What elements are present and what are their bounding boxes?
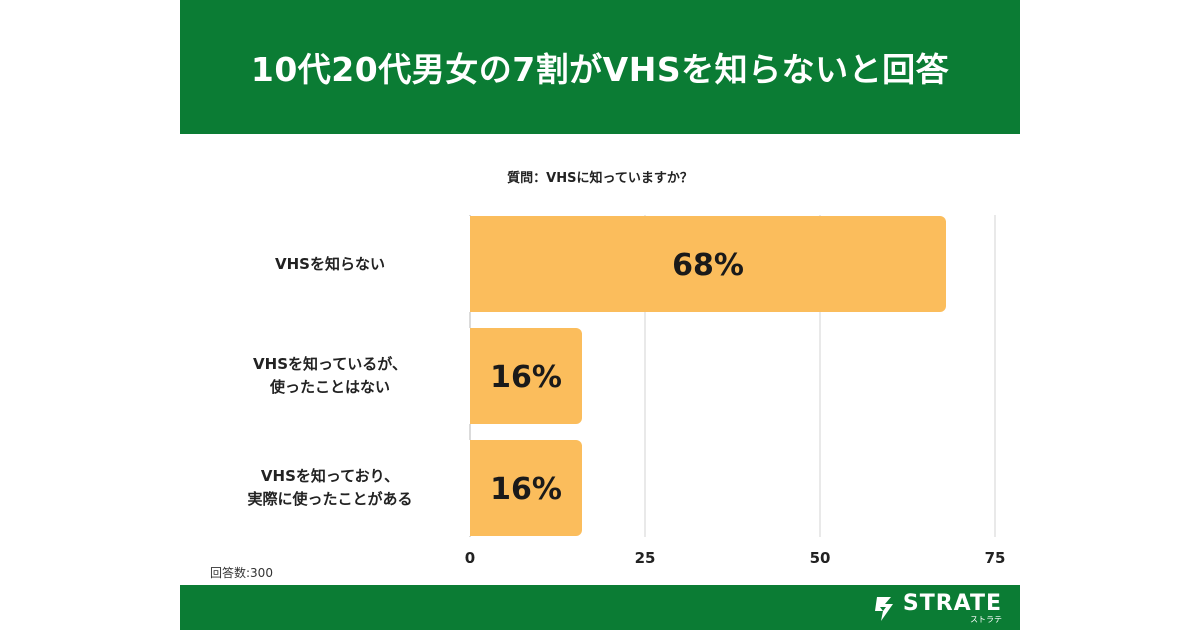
brand-logo: STRATE ストラテ (871, 593, 1002, 624)
brand-kana: ストラテ (970, 615, 1002, 624)
category-label-line: VHSを知っており、 (260, 467, 400, 485)
bar-data-label: 16% (490, 360, 562, 395)
bar-edge-mask (464, 440, 470, 536)
x-tick-label: 50 (810, 549, 831, 567)
bar-edge-mask (464, 216, 470, 312)
x-tick-label: 25 (635, 549, 656, 567)
x-tick-label: 75 (985, 549, 1006, 567)
footer-banner: STRATE ストラテ (180, 585, 1020, 630)
bar (464, 216, 946, 312)
strate-logo-icon (874, 596, 893, 621)
bar (464, 328, 582, 424)
bar-data-label: 16% (490, 472, 562, 507)
category-label: VHSを知っており、 実際に使ったことがある (200, 465, 460, 511)
bar-edge-mask (464, 328, 470, 424)
header-banner: 10代20代男女の7割がVHSを知らないと回答 (180, 0, 1020, 134)
bar-chart: 0 25 50 75 68% 16% 16% (464, 215, 1006, 567)
category-label-line: 使ったことはない (269, 378, 390, 396)
category-label-line: 実際に使ったことがある (247, 490, 413, 508)
category-label-line: VHSを知っているが、 (253, 355, 407, 373)
question-text: 質問：VHSに知っていますか？ (507, 171, 693, 186)
chart-card: 10代20代男女の7割がVHSを知らないと回答 質問：VHSに知っていますか？ … (180, 0, 1020, 630)
brand-name: STRATE (902, 591, 1002, 616)
x-tick-label: 0 (465, 549, 475, 567)
bar-data-label: 68% (672, 248, 744, 283)
category-label: VHSを知っているが、 使ったことはない (200, 353, 460, 399)
respondent-count: 回答数:300 (210, 566, 273, 580)
category-label: VHSを知らない (200, 253, 460, 276)
category-label-line: VHSを知らない (275, 254, 385, 273)
page-title: 10代20代男女の7割がVHSを知らないと回答 (250, 50, 950, 89)
bar (464, 440, 582, 536)
